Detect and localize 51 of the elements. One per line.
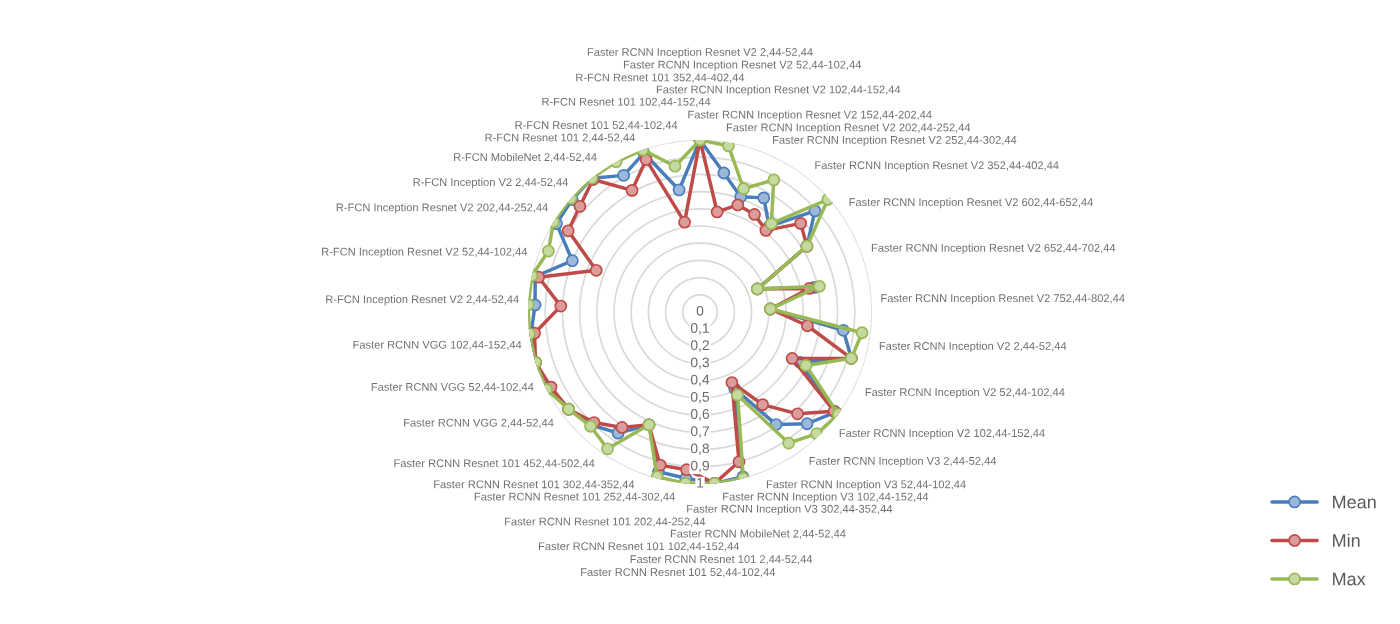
spoke-label: Faster RCNN MobileNet 2,44-52,44	[670, 529, 846, 539]
y-tick-label: 0,6	[690, 409, 710, 421]
spoke-label: Faster RCNN VGG 2,44-52,44	[404, 418, 554, 428]
spoke-label: R-FCN MobileNet 2,44-52,44	[454, 152, 597, 163]
y-tick-label: 0,1	[690, 323, 709, 335]
spoke-label: R-FCN Inception Resnet V2 2,44-52,44	[326, 295, 519, 306]
spoke-label: R-FCN Inception V2 2,44-52,44	[413, 177, 569, 189]
spoke-label: Faster RCNN Resnet 101 202,44-252,44	[505, 517, 706, 527]
y-tick-label: 0	[696, 305, 704, 316]
spoke-label: Faster RCNN Inception Resnet V2 2,44-52,44	[587, 47, 813, 59]
spoke-label: R-FCN Inception Resnet V2 202,44-252,44	[336, 203, 548, 214]
spoke-label: R-FCN Resnet 101 2,44-52,44	[485, 133, 635, 143]
spoke-label: Faster RCNN Inception V3 2,44-52,44	[809, 456, 997, 468]
y-tick-label: 1	[697, 478, 704, 488]
spoke-label: Faster RCNN Inception V2 52,44-102,44	[865, 387, 1065, 399]
spoke-label: Faster RCNN Inception Resnet V2 752,44-802,44	[881, 293, 1125, 305]
y-tick-label: 0,3	[690, 357, 710, 369]
legend-label: Mean	[1333, 495, 1376, 509]
spoke-label: Faster RCNN Inception V3 302,44-352,44	[687, 504, 893, 515]
y-tick-label: 0,9	[690, 460, 709, 473]
spoke-label: R-FCN Inception Resnet V2 52,44-102,44	[322, 247, 528, 258]
spoke-label: Faster RCNN VGG 52,44-102,44	[371, 382, 534, 393]
legend-label: Max	[1333, 572, 1366, 586]
spoke-label: Faster RCNN Inception V3 52,44-102,44	[766, 480, 966, 491]
spoke-label: Faster RCNN Inception Resnet V2 652,44-702,44	[871, 243, 1116, 254]
spoke-label: Faster RCNN Inception Resnet V2 52,44-102,44	[623, 60, 862, 71]
spoke-label: Faster RCNN Resnet 101 302,44-352,44	[434, 480, 635, 490]
spoke-label: Faster RCNN VGG 102,44-152,44	[353, 340, 522, 350]
spoke-label: Faster RCNN Inception Resnet V2 602,44-652,44	[849, 197, 1093, 209]
spoke-label: Faster RCNN Resnet 101 102,44-152,44	[539, 542, 740, 552]
spoke-label: Faster RCNN Inception Resnet V2 352,44-402,44	[815, 161, 1059, 172]
spoke-label: Faster RCNN Resnet 101 2,44-52,44	[630, 555, 813, 565]
legend-label: Min	[1333, 533, 1360, 547]
spoke-label: R-FCN Resnet 101 352,44-402,44	[576, 73, 745, 83]
spoke-label: R-FCN Resnet 101 102,44-152,44	[542, 97, 711, 107]
spoke-label: Faster RCNN Inception V2 2,44-52,44	[879, 341, 1067, 353]
spoke-label: Faster RCNN Inception V3 102,44-152,44	[723, 492, 929, 503]
spoke-label: R-FCN Resnet 101 52,44-102,44	[515, 121, 678, 131]
spoke-label: Faster RCNN Resnet 101 52,44-102,44	[581, 568, 776, 578]
spoke-label: Faster RCNN Inception Resnet V2 252,44-302,44	[773, 135, 1017, 147]
spoke-label: Faster RCNN Inception V2 102,44-152,44	[839, 428, 1045, 440]
spoke-label: Faster RCNN Resnet 101 452,44-502,44	[394, 459, 595, 469]
spoke-label: Faster RCNN Inception Resnet V2 152,44-202,44	[688, 110, 932, 121]
y-tick-label: 0,5	[690, 391, 710, 404]
spoke-label: Faster RCNN Resnet 101 252,44-302,44	[474, 492, 675, 502]
y-tick-label: 0,7	[690, 426, 709, 438]
y-tick-label: 0,4	[690, 374, 710, 387]
y-tick-label: 0,8	[690, 443, 710, 455]
y-tick-label: 0,2	[690, 340, 709, 352]
spoke-label: Faster RCNN Inception Resnet V2 102,44-152,44	[656, 85, 901, 96]
spoke-label: Faster RCNN Inception Resnet V2 202,44-252,44	[726, 123, 971, 134]
